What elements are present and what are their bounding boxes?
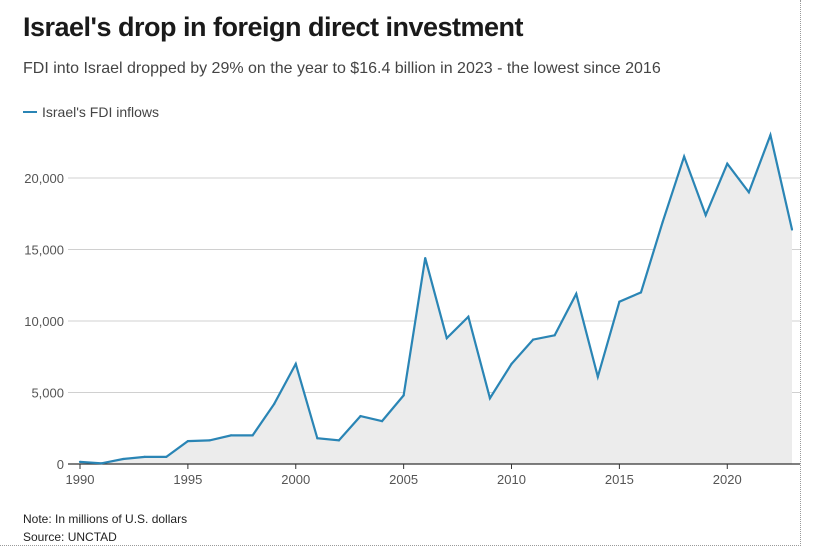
data-point bbox=[445, 337, 448, 340]
data-point bbox=[380, 420, 384, 423]
x-tick-label: 2015 bbox=[605, 472, 634, 487]
data-point bbox=[251, 434, 254, 437]
data-point bbox=[726, 162, 729, 165]
y-tick-label: 10,000 bbox=[24, 314, 64, 329]
data-point bbox=[704, 214, 707, 217]
y-tick-label: 15,000 bbox=[24, 243, 64, 258]
data-point bbox=[467, 315, 470, 318]
series-line-israel-fdi bbox=[79, 131, 794, 465]
data-point bbox=[78, 460, 82, 463]
data-point bbox=[208, 439, 211, 442]
x-tick-label: 2005 bbox=[389, 472, 418, 487]
data-point bbox=[639, 291, 643, 294]
data-point bbox=[273, 402, 276, 406]
data-point bbox=[186, 440, 189, 443]
chart-title: Israel's drop in foreign direct investme… bbox=[23, 12, 524, 42]
data-point bbox=[747, 191, 750, 194]
x-tick-label: 1990 bbox=[66, 472, 95, 487]
data-point bbox=[618, 300, 621, 303]
data-point bbox=[596, 375, 599, 378]
legend: Israel's FDI inflows bbox=[23, 104, 159, 120]
data-point bbox=[510, 362, 513, 365]
x-tick-label: 2020 bbox=[713, 472, 742, 487]
data-point bbox=[229, 434, 233, 437]
data-point bbox=[359, 415, 362, 418]
data-point bbox=[424, 256, 427, 260]
y-tick-label: 0 bbox=[57, 457, 64, 472]
y-tick-label: 20,000 bbox=[24, 171, 64, 186]
data-point bbox=[294, 362, 297, 365]
y-tick-label: 5,000 bbox=[31, 386, 64, 401]
note-text: Note: In millions of U.S. dollars bbox=[23, 512, 188, 526]
data-point bbox=[683, 155, 686, 158]
data-point bbox=[575, 292, 578, 295]
data-point bbox=[553, 334, 556, 337]
source-text: Source: UNCTAD bbox=[23, 530, 117, 544]
data-point bbox=[488, 397, 492, 400]
x-tick-label: 2000 bbox=[281, 472, 310, 487]
data-point bbox=[337, 439, 341, 442]
data-point bbox=[100, 462, 103, 465]
data-point bbox=[661, 221, 664, 224]
data-point bbox=[790, 228, 794, 231]
data-point bbox=[531, 338, 535, 341]
data-point bbox=[143, 455, 146, 458]
chart-subtitle: FDI into Israel dropped by 29% on the ye… bbox=[23, 60, 661, 77]
x-tick-label: 1995 bbox=[173, 472, 202, 487]
data-point bbox=[316, 437, 319, 440]
data-point bbox=[122, 457, 125, 461]
legend-swatch bbox=[23, 111, 37, 113]
x-tick-label: 2010 bbox=[497, 472, 526, 487]
data-point bbox=[769, 134, 772, 137]
legend-label: Israel's FDI inflows bbox=[42, 104, 160, 120]
data-point bbox=[402, 394, 405, 397]
data-point bbox=[165, 455, 168, 458]
